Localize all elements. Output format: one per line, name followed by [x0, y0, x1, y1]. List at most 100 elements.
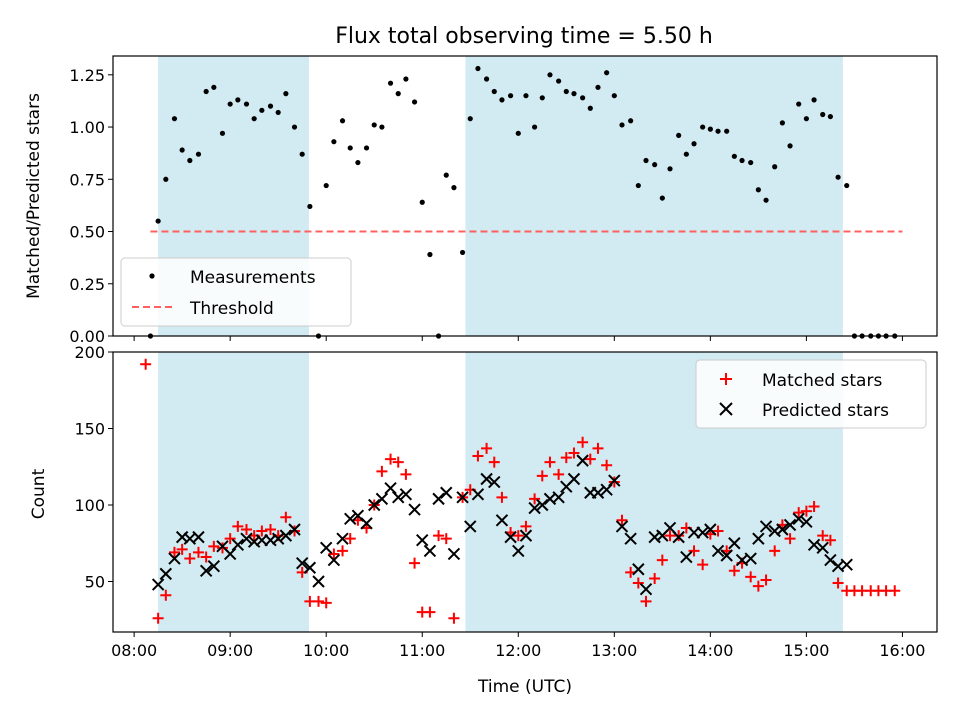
predicted-star-point: [192, 530, 205, 544]
predicted-star-point: [384, 481, 397, 495]
matched-star-point: [216, 542, 228, 554]
matched-star-point: [745, 571, 757, 583]
x-tick-label: 15:00: [783, 641, 829, 660]
bottom-legend: Matched stars Predicted stars: [695, 359, 927, 429]
predicted-star-point: [816, 541, 829, 555]
legend-measurements-label: Measurements: [190, 268, 316, 288]
top-panel: 0.00 0.25 0.50 0.75 1.00 1.25 Matched/Predict…: [24, 55, 938, 346]
predicted-star-point: [567, 472, 581, 486]
top-axes-frame: [112, 55, 938, 337]
matched-star-point: [601, 459, 613, 471]
measurement-point: [443, 172, 449, 178]
x-tick-label: 13:00: [591, 641, 637, 660]
predicted-star-point: [680, 550, 693, 564]
bottom-axes-frame: [112, 351, 938, 633]
measurement-point: [827, 113, 833, 120]
measurement-point: [163, 176, 169, 182]
measurement-point: [604, 70, 610, 76]
matched-star-point: [560, 452, 572, 464]
matched-star-point: [488, 456, 500, 468]
measurement-point: [283, 91, 289, 97]
matched-star-point: [769, 545, 781, 557]
bottom-panel: 50 100 150 200 08:00 09:00 10:00 11:00 12:00 13:…: [29, 343, 938, 697]
predicted-star-point: [295, 556, 309, 570]
measurement-point: [580, 95, 586, 101]
matched-star-point: [656, 554, 668, 566]
top-legend: Measurements Threshold: [120, 257, 352, 327]
predicted-star-point: [495, 514, 509, 527]
measurement-point: [595, 84, 601, 90]
legend-predicted-marker: [719, 402, 733, 416]
y-tick-label: 0.75: [69, 170, 105, 189]
measurement-point: [587, 105, 593, 111]
predicted-star-point: [696, 526, 709, 539]
measurement-point: [451, 185, 457, 191]
predicted-star-point: [344, 512, 357, 525]
predicted-star-point: [672, 530, 685, 544]
predicted-star-point: [519, 529, 533, 542]
measurement-point: [731, 153, 737, 159]
matched-star-point: [400, 468, 412, 480]
matched-star-point: [208, 540, 220, 552]
predicted-star-point: [744, 552, 757, 565]
measurement-point: [403, 76, 409, 82]
matched-star-point: [160, 589, 172, 601]
matched-star-point: [592, 442, 604, 454]
matched-star-point: [320, 597, 332, 609]
measurement-point: [155, 218, 161, 224]
measurement-point: [379, 124, 385, 130]
predicted-star-point: [231, 538, 245, 551]
matched-star-point: [640, 595, 652, 607]
measurement-point: [507, 93, 514, 99]
predicted-star-point: [151, 578, 165, 591]
predicted-star-point: [504, 530, 517, 544]
matched-star-point: [344, 533, 356, 545]
matched-star-point: [544, 456, 556, 468]
predicted-star-point: [375, 492, 389, 506]
measurement-point: [676, 132, 682, 139]
matched-star-point: [616, 514, 628, 526]
measurement-point: [347, 145, 353, 151]
matched-star-point: [232, 520, 244, 532]
y-tick-label: 0.25: [69, 275, 105, 294]
measurement-point: [491, 88, 497, 95]
predicted-star-point: [432, 492, 445, 506]
matched-star-point: [224, 533, 236, 545]
predicted-star-point: [312, 575, 325, 588]
predicted-star-point: [600, 483, 613, 496]
matched-star-point: [632, 577, 644, 589]
measurement-point: [667, 166, 673, 172]
measurement-point: [683, 151, 689, 157]
measurement-point: [371, 122, 377, 128]
predicted-star-point: [624, 532, 637, 545]
measurement-point: [547, 72, 553, 78]
predicted-star-point: [639, 582, 653, 596]
predicted-star-point: [728, 537, 741, 550]
matched-star-point: [817, 530, 829, 542]
predicted-star-point: [480, 472, 493, 486]
measurement-point: [635, 182, 641, 189]
measurement-point: [299, 151, 305, 157]
matched-star-point: [392, 456, 404, 468]
measurement-point: [532, 124, 538, 130]
matched-star-point: [184, 553, 196, 565]
measurement-point: [275, 109, 281, 116]
measurement-point: [611, 93, 617, 99]
top-ylabel: Matched/Predicted stars: [24, 93, 44, 299]
measurement-point: [739, 157, 745, 164]
measurement-point: [691, 141, 697, 147]
measurement-point: [772, 164, 778, 170]
shaded-region: [158, 352, 309, 632]
matched-star-point: [608, 476, 620, 488]
matched-star-point: [265, 523, 277, 535]
measurement-point: [387, 80, 394, 86]
measurement-point: [395, 91, 401, 97]
measurement-point: [803, 116, 809, 122]
measurement-point: [643, 157, 649, 164]
measurement-point: [459, 249, 466, 256]
predicted-star-point: [576, 454, 589, 467]
measurement-point: [291, 124, 298, 130]
predicted-star-point: [240, 532, 253, 545]
matched-star-point: [433, 530, 445, 542]
